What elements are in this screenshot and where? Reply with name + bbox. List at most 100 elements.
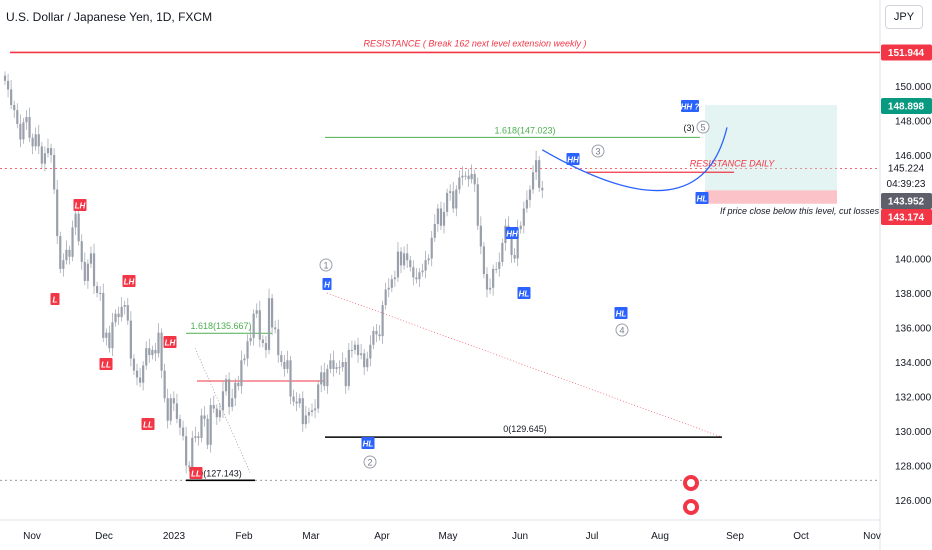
candle-body bbox=[516, 229, 519, 259]
candle-body bbox=[439, 208, 443, 226]
wave-label-text: LH bbox=[75, 202, 86, 211]
cut-loss-note: If price close below this level, cut los… bbox=[720, 206, 880, 216]
candle-body bbox=[372, 330, 375, 345]
projection-curve bbox=[541, 127, 728, 192]
wave-label-text: L bbox=[53, 296, 58, 305]
candle-body bbox=[286, 360, 289, 369]
wave-label-box bbox=[505, 227, 519, 239]
candle-body bbox=[71, 227, 74, 257]
candle-body bbox=[120, 306, 123, 318]
candle-body bbox=[301, 398, 304, 425]
y-tick-label: 150.000 bbox=[895, 82, 932, 93]
candle-body bbox=[476, 184, 479, 226]
y-tick-label: 128.000 bbox=[895, 462, 932, 473]
candle-body bbox=[234, 382, 237, 399]
candle-body bbox=[99, 293, 102, 294]
candle-body bbox=[519, 225, 522, 230]
price-tag-label: 148.898 bbox=[888, 102, 925, 113]
wave-label-text: HH bbox=[506, 230, 518, 239]
candle-body bbox=[531, 172, 535, 190]
candle-body bbox=[387, 287, 390, 290]
candle-body bbox=[329, 360, 332, 369]
y-tick-label: 130.000 bbox=[895, 427, 932, 438]
wave-count-text: 5 bbox=[700, 123, 705, 133]
wave-label-box bbox=[73, 199, 87, 211]
wave-count-circle bbox=[319, 258, 333, 272]
candle-body bbox=[347, 349, 350, 387]
candle-body bbox=[68, 249, 71, 257]
candle-body bbox=[77, 213, 80, 242]
event-icon-inner bbox=[687, 503, 695, 511]
candle-body bbox=[461, 175, 464, 178]
candle-body bbox=[467, 175, 470, 180]
resistance-weekly-label: RESISTANCE ( Break 162 next level extens… bbox=[364, 38, 587, 48]
candle-body bbox=[378, 334, 381, 337]
candle-body bbox=[326, 368, 329, 387]
candle-body bbox=[274, 327, 277, 330]
wave-label-box bbox=[681, 100, 699, 112]
candle-body bbox=[270, 298, 274, 328]
candle-body bbox=[49, 148, 53, 155]
candle-body bbox=[261, 339, 264, 344]
resistance-daily-label: RESISTANCE DAILY bbox=[690, 158, 776, 168]
candle-body bbox=[92, 253, 96, 287]
wave-label-text: LL bbox=[143, 421, 153, 430]
y-tick-label: 134.000 bbox=[895, 358, 932, 369]
candle-body bbox=[381, 305, 384, 337]
candle-body bbox=[148, 348, 151, 356]
candle-body bbox=[363, 353, 366, 368]
candle-body bbox=[495, 268, 498, 270]
candle-body bbox=[277, 329, 280, 356]
candle-body bbox=[206, 418, 209, 445]
candle-body bbox=[393, 277, 396, 280]
candle-body bbox=[307, 412, 311, 416]
wave-count-circle bbox=[696, 120, 710, 134]
candle-body bbox=[298, 398, 301, 404]
price-tag-bg bbox=[881, 44, 932, 61]
candle-body bbox=[74, 213, 77, 228]
wave-label-text: HH ? bbox=[681, 103, 700, 112]
candle-body bbox=[295, 401, 298, 404]
candle-body bbox=[356, 344, 360, 356]
candle-body bbox=[86, 263, 89, 281]
candle-body bbox=[528, 189, 532, 200]
candle-body bbox=[203, 415, 206, 419]
candle-body bbox=[19, 123, 22, 140]
candle-body bbox=[224, 379, 228, 392]
candle-body bbox=[59, 236, 62, 269]
candle-body bbox=[335, 367, 338, 369]
candle-body bbox=[538, 160, 541, 188]
candle-body bbox=[344, 362, 347, 387]
wave-label-text: LL bbox=[191, 470, 201, 479]
candle-body bbox=[28, 117, 31, 138]
candle-body bbox=[289, 360, 292, 397]
candle-body bbox=[56, 189, 59, 237]
wave-count-text: 3 bbox=[595, 147, 600, 157]
candle-body bbox=[488, 287, 492, 290]
candle-body bbox=[145, 348, 148, 366]
candle-body bbox=[62, 260, 65, 269]
candle-body bbox=[458, 177, 461, 190]
stop-zone bbox=[705, 190, 837, 204]
candle-body bbox=[485, 274, 489, 290]
x-tick-label: Dec bbox=[95, 531, 113, 542]
candle-body bbox=[6, 80, 10, 90]
candle-body bbox=[264, 343, 268, 350]
wave-label-text: HH bbox=[567, 156, 579, 165]
currency-button[interactable]: JPY bbox=[885, 5, 923, 29]
wave-label-box bbox=[614, 307, 628, 319]
candle-body bbox=[172, 398, 175, 404]
wave-label-box bbox=[695, 192, 709, 204]
wave-label-box bbox=[141, 418, 155, 430]
candle-body bbox=[132, 358, 136, 371]
candle-body bbox=[350, 349, 354, 351]
candle-body bbox=[399, 251, 403, 266]
candle-body bbox=[449, 191, 452, 193]
wave-label-text: HL bbox=[697, 195, 708, 204]
candle-body bbox=[255, 310, 258, 314]
candle-body bbox=[510, 234, 513, 256]
wave-label-box bbox=[517, 287, 531, 299]
y-tick-label: 140.000 bbox=[895, 255, 932, 266]
y-tick-label: 136.000 bbox=[895, 324, 932, 335]
